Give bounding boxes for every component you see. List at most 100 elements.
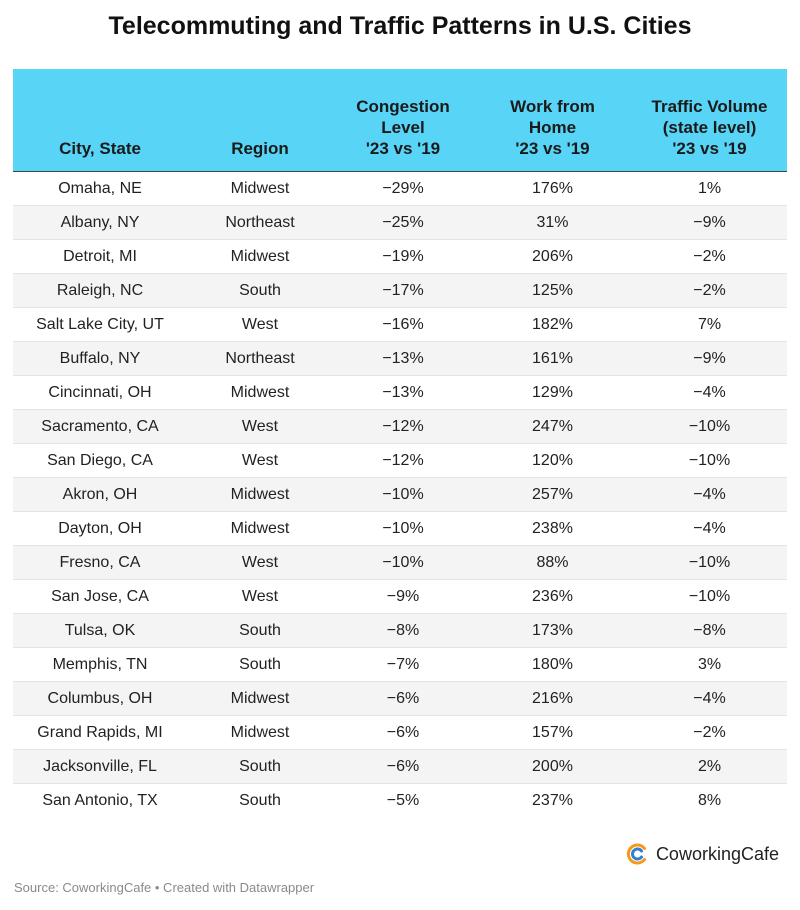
table-cell: 3%	[632, 647, 787, 682]
table-cell: South	[187, 749, 333, 784]
table-cell: −2%	[632, 273, 787, 308]
column-header-line: Region	[231, 139, 289, 158]
table-cell: −6%	[333, 681, 473, 716]
table-cell: 157%	[473, 715, 632, 750]
table-cell: 176%	[473, 171, 632, 206]
table-cell: −8%	[333, 613, 473, 648]
table-cell: −12%	[333, 409, 473, 444]
column-header-line: Work from	[510, 97, 595, 116]
table-row: San Antonio, TX South −5% 237% 8%	[13, 784, 787, 818]
table-header: City, State Region Congestion Level '23 vs '…	[13, 69, 787, 172]
table-cell: South	[187, 273, 333, 308]
column-header-line: Traffic Volume	[651, 97, 768, 116]
table-cell: −10%	[632, 579, 787, 614]
table-cell: −25%	[333, 205, 473, 240]
table-cell: Midwest	[187, 715, 333, 750]
table-cell: −13%	[333, 341, 473, 376]
table-row: Detroit, MI Midwest −19% 206% −2%	[13, 239, 787, 274]
table-cell: West	[187, 307, 333, 342]
brand-logo: CoworkingCafe	[626, 843, 779, 865]
table-cell: Columbus, OH	[13, 681, 187, 716]
table-cell: 182%	[473, 307, 632, 342]
table-row: Sacramento, CA West −12% 247% −10%	[13, 409, 787, 444]
table-cell: 31%	[473, 205, 632, 240]
table-cell: −10%	[333, 545, 473, 580]
column-header: City, State	[13, 69, 187, 172]
table-cell: Sacramento, CA	[13, 409, 187, 444]
table-cell: 206%	[473, 239, 632, 274]
table-cell: 8%	[697, 791, 722, 809]
table-cell: −17%	[333, 273, 473, 308]
table-cell: −9%	[632, 341, 787, 376]
table-cell: 173%	[473, 613, 632, 648]
table-cell: Northeast	[187, 205, 333, 240]
table-row: Cincinnati, OH Midwest −13% 129% −4%	[13, 375, 787, 410]
column-header-line: Level	[381, 118, 425, 137]
table-cell: Buffalo, NY	[13, 341, 187, 376]
table-cell: 236%	[473, 579, 632, 614]
table-row: San Diego, CA West −12% 120% −10%	[13, 443, 787, 478]
table-cell: −8%	[632, 613, 787, 648]
table-cell: Midwest	[187, 477, 333, 512]
table-cell: −19%	[333, 239, 473, 274]
table-cell: −2%	[632, 239, 787, 274]
table-cell: −4%	[632, 375, 787, 410]
table-cell: Midwest	[187, 511, 333, 546]
table-row: Salt Lake City, UT West −16% 182% 7%	[13, 307, 787, 342]
column-header: Region	[187, 69, 333, 172]
table-cell: San Jose, CA	[13, 579, 187, 614]
table-cell: Cincinnati, OH	[13, 375, 187, 410]
source-note: Source: CoworkingCafe • Created with Dat…	[14, 880, 315, 895]
table-cell: Fresno, CA	[13, 545, 187, 580]
table-cell: Midwest	[187, 171, 333, 206]
table-cell: 1%	[632, 171, 787, 206]
table-cell: −9%	[333, 579, 473, 614]
table-cell: West	[187, 579, 333, 614]
column-header-line: '23 vs '19	[672, 139, 747, 158]
table-row: Memphis, TN South −7% 180% 3%	[13, 647, 787, 682]
table-cell: −10%	[333, 477, 473, 512]
column-header-line: Congestion	[356, 97, 450, 116]
column-header-line: '23 vs '19	[515, 139, 590, 158]
table-cell: West	[187, 409, 333, 444]
table-cell: Northeast	[187, 341, 333, 376]
table-row: Omaha, NE Midwest −29% 176% 1%	[13, 171, 787, 206]
table-cell: −5%	[386, 791, 420, 809]
table-cell: −4%	[632, 511, 787, 546]
table-cell: West	[187, 443, 333, 478]
data-table: City, State Region Congestion Level '23 vs '…	[13, 69, 787, 817]
table-row: Raleigh, NC South −17% 125% −2%	[13, 273, 787, 308]
table-cell: Omaha, NE	[13, 171, 187, 206]
column-header-line: Home	[528, 118, 577, 137]
table-cell: 120%	[473, 443, 632, 478]
table-cell: Jacksonville, FL	[13, 749, 187, 784]
column-header: Traffic Volume (state level) '23 vs '19	[632, 69, 787, 172]
table-cell: 216%	[473, 681, 632, 716]
table-cell: Dayton, OH	[13, 511, 187, 546]
table-cell: 7%	[632, 307, 787, 342]
table-cell: Midwest	[187, 681, 333, 716]
table-cell: Grand Rapids, MI	[13, 715, 187, 750]
table-cell: Akron, OH	[13, 477, 187, 512]
table-row: Columbus, OH Midwest −6% 216% −4%	[13, 681, 787, 716]
table-cell: 247%	[473, 409, 632, 444]
table-cell: 200%	[473, 749, 632, 784]
table-cell: South	[239, 791, 281, 809]
table-cell: −10%	[632, 443, 787, 478]
table-row: Buffalo, NY Northeast −13% 161% −9%	[13, 341, 787, 376]
table-cell: Salt Lake City, UT	[13, 307, 187, 342]
table-cell: −9%	[632, 205, 787, 240]
table-cell: 2%	[632, 749, 787, 784]
chart-title: Telecommuting and Traffic Patterns in U.…	[108, 12, 692, 40]
coworkingcafe-logo-icon	[626, 843, 646, 865]
table-cell: 180%	[473, 647, 632, 682]
column-header-line: '23 vs '19	[365, 139, 441, 158]
table-cell: −4%	[632, 681, 787, 716]
table-cell: Albany, NY	[13, 205, 187, 240]
table-cell: 237%	[532, 791, 573, 809]
table-cell: Memphis, TN	[13, 647, 187, 682]
column-header-line: (state level)	[662, 118, 757, 137]
table-cell: West	[187, 545, 333, 580]
table-cell: −4%	[632, 477, 787, 512]
table-row: Fresno, CA West −10% 88% −10%	[13, 545, 787, 580]
